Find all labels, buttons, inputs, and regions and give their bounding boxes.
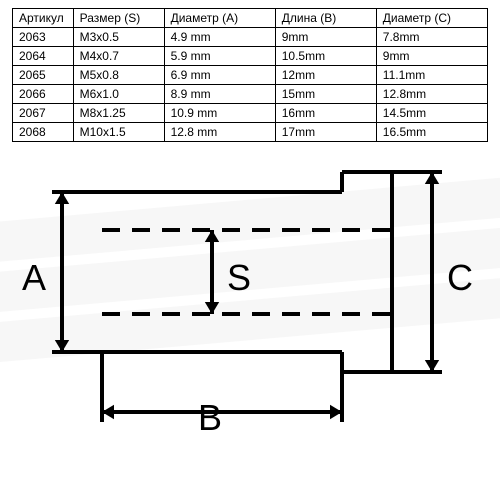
cell: 4.9 mm bbox=[164, 28, 275, 47]
cell: 15mm bbox=[275, 85, 376, 104]
table-row: 2066 M6x1.0 8.9 mm 15mm 12.8mm bbox=[13, 85, 488, 104]
table-row: 2064 M4x0.7 5.9 mm 10.5mm 9mm bbox=[13, 47, 488, 66]
dimension-diagram: A S C B bbox=[12, 162, 488, 482]
cell: 17mm bbox=[275, 123, 376, 142]
cell: 10.9 mm bbox=[164, 104, 275, 123]
cell: 9mm bbox=[275, 28, 376, 47]
cell: 2063 bbox=[13, 28, 74, 47]
cell: 6.9 mm bbox=[164, 66, 275, 85]
cell: M6x1.0 bbox=[73, 85, 164, 104]
col-article: Артикул bbox=[13, 9, 74, 28]
table-row: 2063 M3x0.5 4.9 mm 9mm 7.8mm bbox=[13, 28, 488, 47]
cell: 16mm bbox=[275, 104, 376, 123]
svg-text:B: B bbox=[198, 397, 222, 438]
cell: 2068 bbox=[13, 123, 74, 142]
col-len-b: Длина (B) bbox=[275, 9, 376, 28]
cell: 2064 bbox=[13, 47, 74, 66]
cell: 8.9 mm bbox=[164, 85, 275, 104]
cell: M5x0.8 bbox=[73, 66, 164, 85]
svg-text:A: A bbox=[22, 257, 46, 298]
svg-text:S: S bbox=[227, 257, 251, 298]
content: Артикул Размер (S) Диаметр (A) Длина (B)… bbox=[0, 0, 500, 490]
diagram-svg: A S C B bbox=[12, 162, 488, 462]
cell: 11.1mm bbox=[376, 66, 487, 85]
col-size: Размер (S) bbox=[73, 9, 164, 28]
cell: M4x0.7 bbox=[73, 47, 164, 66]
table-row: 2065 M5x0.8 6.9 mm 12mm 11.1mm bbox=[13, 66, 488, 85]
cell: 14.5mm bbox=[376, 104, 487, 123]
cell: 5.9 mm bbox=[164, 47, 275, 66]
spec-table: Артикул Размер (S) Диаметр (A) Длина (B)… bbox=[12, 8, 488, 142]
cell: 16.5mm bbox=[376, 123, 487, 142]
cell: 10.5mm bbox=[275, 47, 376, 66]
cell: M10x1.5 bbox=[73, 123, 164, 142]
cell: 12mm bbox=[275, 66, 376, 85]
table-row: 2068 M10x1.5 12.8 mm 17mm 16.5mm bbox=[13, 123, 488, 142]
cell: 12.8mm bbox=[376, 85, 487, 104]
table-body: 2063 M3x0.5 4.9 mm 9mm 7.8mm 2064 M4x0.7… bbox=[13, 28, 488, 142]
col-dia-a: Диаметр (A) bbox=[164, 9, 275, 28]
col-dia-c: Диаметр (C) bbox=[376, 9, 487, 28]
cell: 2067 bbox=[13, 104, 74, 123]
table-header-row: Артикул Размер (S) Диаметр (A) Длина (B)… bbox=[13, 9, 488, 28]
cell: M8x1.25 bbox=[73, 104, 164, 123]
cell: 9mm bbox=[376, 47, 487, 66]
cell: 2065 bbox=[13, 66, 74, 85]
table-row: 2067 M8x1.25 10.9 mm 16mm 14.5mm bbox=[13, 104, 488, 123]
cell: 2066 bbox=[13, 85, 74, 104]
cell: 7.8mm bbox=[376, 28, 487, 47]
cell: 12.8 mm bbox=[164, 123, 275, 142]
cell: M3x0.5 bbox=[73, 28, 164, 47]
svg-text:C: C bbox=[447, 257, 473, 298]
